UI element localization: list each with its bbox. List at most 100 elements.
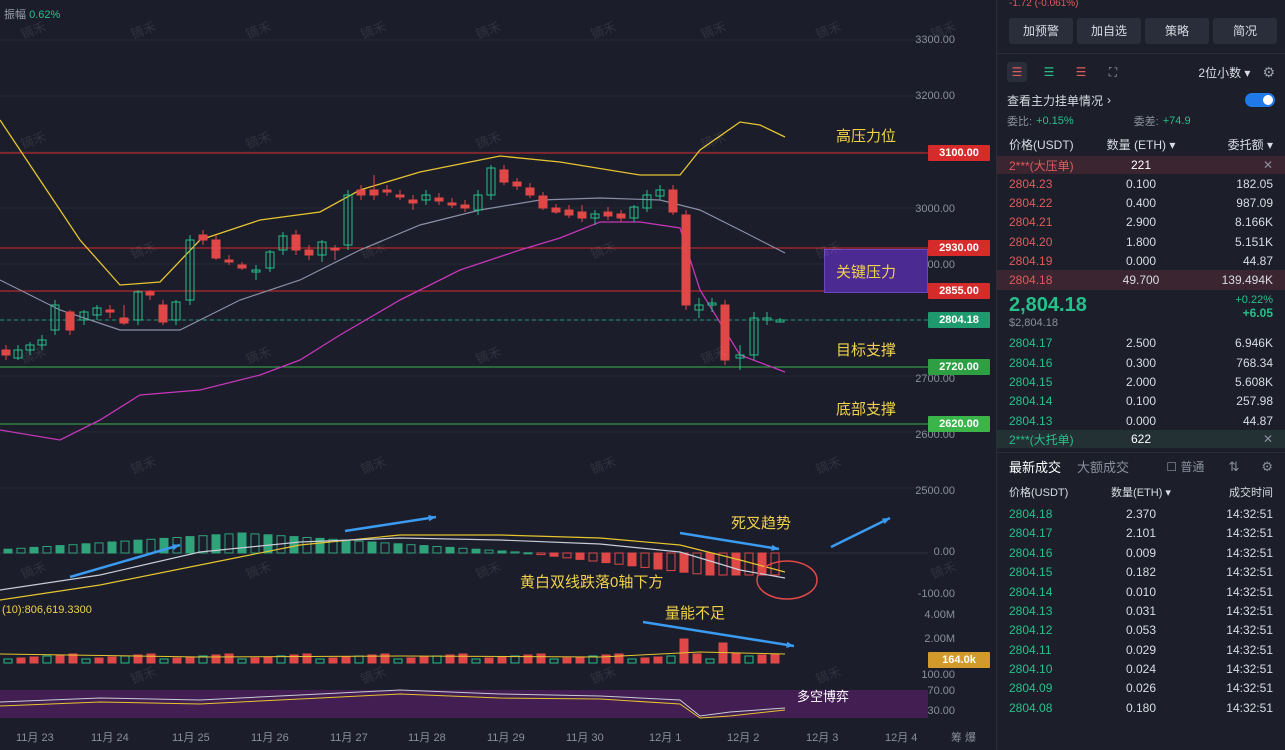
macd-bar	[81, 543, 91, 554]
row-price: 2804.09	[1009, 681, 1053, 696]
settings-gear-icon[interactable]: ⚙	[1261, 458, 1273, 474]
orderbook-asks-icon[interactable]: ☰	[1075, 65, 1087, 79]
expand-icon[interactable]: ⛶	[1108, 64, 1118, 79]
add-watchlist-button[interactable]: 加自选	[1077, 18, 1141, 44]
overview-button[interactable]: 简况	[1213, 18, 1277, 44]
orderbook-row[interactable]: 2804.15 2.000 5.608K	[997, 372, 1285, 391]
annotation-below-zero: 黄白双线跌落0轴下方	[520, 574, 664, 591]
sort-icon[interactable]: ⇅	[1228, 458, 1240, 474]
orderbook-row[interactable]: 2804.13 0.000 44.87	[997, 411, 1285, 430]
arrow-head	[172, 544, 180, 551]
row-qty: 0.400	[1125, 195, 1157, 210]
chart-area[interactable]: 振幅 0.62% 3300.00 3200.00 3000.00 2900.00…	[0, 0, 993, 750]
macd-bar	[380, 542, 390, 554]
orderbook-row[interactable]: 2804.14 0.100 257.98	[997, 392, 1285, 411]
trade-row[interactable]: 2804.13 0.031 14:32:51	[997, 601, 1285, 620]
macd-bar	[120, 540, 130, 554]
x-label: 11月 28	[408, 732, 446, 744]
candle-body	[133, 291, 143, 321]
candle-body	[590, 213, 600, 219]
header-total[interactable]: 委托额 ▾	[1227, 137, 1273, 152]
macd-bar	[107, 541, 117, 554]
orderbook-row[interactable]: 2804.22 0.400 987.09	[997, 193, 1285, 212]
trade-row[interactable]: 2804.15 0.182 14:32:51	[997, 562, 1285, 581]
macd-bar	[315, 537, 325, 554]
row-price: 2804.23	[1009, 176, 1053, 191]
y-tick: 3300.00	[915, 34, 955, 46]
tab-large-trades[interactable]: 大额成交	[1077, 460, 1130, 476]
volume-bar	[679, 638, 689, 664]
trade-row[interactable]: 2804.18 2.370 14:32:51	[997, 504, 1285, 523]
macd-bar	[354, 540, 364, 554]
volume-bar	[172, 657, 182, 664]
candle-body	[369, 189, 379, 196]
macd-bar	[445, 546, 455, 554]
arrow-head	[771, 544, 779, 551]
row-price: 2804.12	[1009, 623, 1053, 638]
header-qty[interactable]: 数量 (ETH) ▾	[1106, 137, 1176, 152]
macd-bar	[588, 552, 598, 562]
volume-bar	[419, 656, 429, 664]
big-sell-order[interactable]: 2***(大压单) 221 ✕	[997, 156, 1285, 174]
volume-bar	[653, 656, 663, 664]
orderbook-row[interactable]: 2804.16 0.300 768.34	[997, 353, 1285, 372]
orderbook-row[interactable]: 2804.18 49.700 139.494K	[997, 270, 1285, 290]
trade-row[interactable]: 2804.16 0.009 14:32:51	[997, 543, 1285, 562]
close-icon[interactable]: ✕	[1262, 158, 1273, 172]
strategy-button[interactable]: 策略	[1145, 18, 1209, 44]
candle-body	[421, 194, 431, 201]
trade-row[interactable]: 2804.08 0.180 14:32:51	[997, 698, 1285, 717]
candlestick-chart[interactable]	[0, 0, 993, 750]
tab-latest-trades[interactable]: 最新成交	[1009, 460, 1062, 476]
orderbook-row[interactable]: 2804.23 0.100 182.05	[997, 174, 1285, 193]
candle-body	[512, 181, 522, 187]
macd-bar	[705, 552, 715, 576]
trade-row[interactable]: 2804.11 0.029 14:32:51	[997, 640, 1285, 659]
close-icon[interactable]: ✕	[1262, 432, 1273, 447]
macd-bar	[68, 544, 78, 554]
orderbook-both-icon[interactable]: ☰	[1007, 62, 1027, 82]
change-readout: -1.72 (-0.061%)	[1009, 0, 1079, 9]
diff-value: +74.9	[1162, 115, 1191, 127]
trade-row[interactable]: 2804.17 2.101 14:32:51	[997, 524, 1285, 543]
main-orders-row[interactable]: 查看主力挂单情况 ›	[997, 90, 1285, 110]
volume-bar	[120, 655, 130, 664]
decimal-select[interactable]: 2位小数 ▾	[1198, 65, 1251, 80]
orderbook-row[interactable]: 2804.17 2.500 6.946K	[997, 334, 1285, 353]
settings-gear-icon[interactable]: ⚙	[1262, 63, 1275, 80]
volume-bar	[484, 657, 494, 664]
x-axis-tools[interactable]: 筹 爆	[951, 732, 977, 744]
normal-filter-checkbox[interactable]: ☐ 普通	[1166, 460, 1205, 475]
trade-row[interactable]: 2804.10 0.024 14:32:51	[997, 659, 1285, 678]
trades-header-qty[interactable]: 数量(ETH) ▾	[1111, 487, 1171, 500]
volume-bar	[536, 653, 546, 664]
action-buttons: 加预警 加自选 策略 简况	[997, 12, 1285, 44]
macd-bar	[549, 552, 559, 557]
row-qty: 0.029	[1125, 642, 1157, 657]
volume-bar	[445, 654, 455, 664]
volume-bar	[302, 653, 312, 664]
annotation-bull-bear: 多空博弈	[797, 689, 850, 704]
row-price: 2804.18	[1009, 273, 1053, 288]
orderbook-bids-icon[interactable]: ☰	[1043, 65, 1055, 79]
y-tick: 2700.00	[915, 373, 955, 385]
orderbook-header: 价格(USDT) 数量 (ETH) ▾ 委托额 ▾	[997, 132, 1285, 156]
change-absolute: +6.05	[1242, 305, 1273, 320]
main-orders-toggle[interactable]	[1245, 93, 1275, 107]
row-price: 2804.21	[1009, 215, 1053, 230]
candle-body	[408, 199, 418, 204]
rsi-band	[0, 690, 928, 718]
macd-bar	[419, 545, 429, 554]
big-buy-order[interactable]: 2***(大托单) 622 ✕	[997, 430, 1285, 449]
orderbook-row[interactable]: 2804.20 1.800 5.151K	[997, 232, 1285, 251]
trade-row[interactable]: 2804.09 0.026 14:32:51	[997, 679, 1285, 698]
volume-bar	[458, 653, 468, 664]
big-buy-label: 2***(大托单)	[1009, 432, 1074, 447]
add-alert-button[interactable]: 加预警	[1009, 18, 1073, 44]
trade-row[interactable]: 2804.14 0.010 14:32:51	[997, 582, 1285, 601]
trade-row[interactable]: 2804.12 0.053 14:32:51	[997, 621, 1285, 640]
trades-header: 价格(USDT) 数量(ETH) ▾ 成交时间	[997, 480, 1285, 504]
volume-bar	[341, 656, 351, 664]
orderbook-row[interactable]: 2804.21 2.900 8.166K	[997, 213, 1285, 232]
orderbook-row[interactable]: 2804.19 0.000 44.87	[997, 251, 1285, 270]
